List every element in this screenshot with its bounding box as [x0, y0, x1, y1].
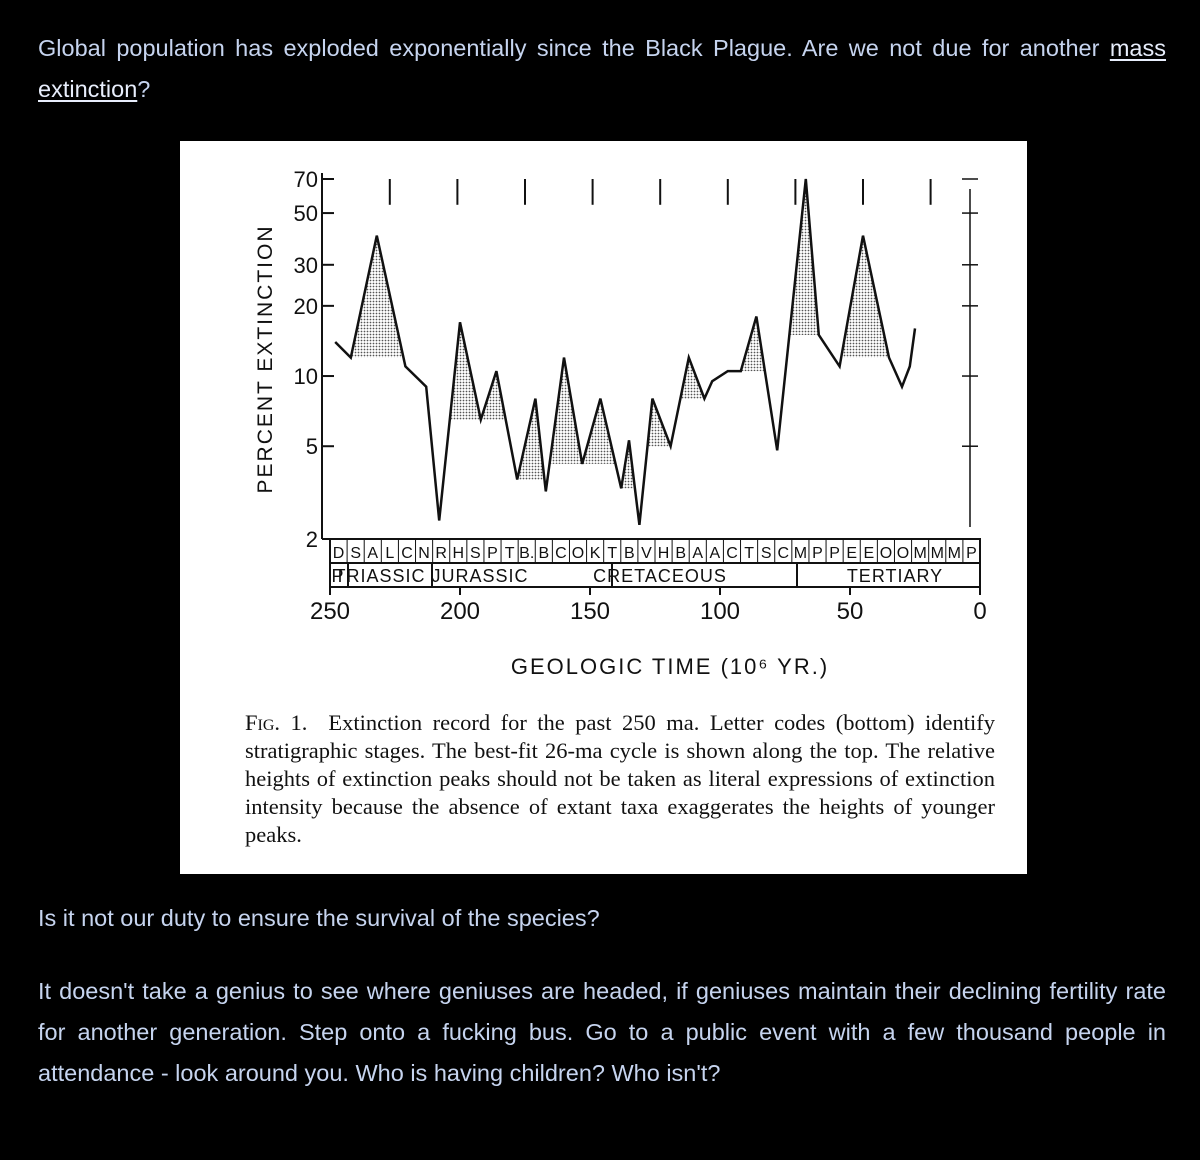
stage-code: A: [692, 545, 703, 562]
stage-code: M: [948, 545, 961, 562]
stage-code: S: [761, 545, 772, 562]
stage-code: B: [538, 545, 549, 562]
stage-code: A: [367, 545, 378, 562]
stage-code: O: [880, 545, 892, 562]
extinction-peak-shading: [841, 235, 889, 358]
period-label: JURASSIC: [431, 566, 528, 586]
stage-code: V: [641, 545, 652, 562]
stage-code: T: [505, 545, 515, 562]
stage-code: O: [572, 545, 584, 562]
stage-code: O: [897, 545, 909, 562]
stage-code: P: [966, 545, 977, 562]
extinction-peak-shading: [680, 357, 705, 399]
period-label: P: [331, 566, 344, 586]
post-paragraph-1: Global population has exploded exponenti…: [38, 28, 1166, 110]
stage-code: B: [675, 545, 686, 562]
y-tick-label: 30: [294, 253, 318, 278]
period-label: TERTIARY: [847, 566, 943, 586]
stage-code: N: [418, 545, 430, 562]
extinction-peak-shading: [621, 440, 635, 489]
stage-code: R: [435, 545, 447, 562]
y-tick-label: 10: [294, 364, 318, 389]
stage-code: P: [829, 545, 840, 562]
stage-code: H: [658, 545, 670, 562]
x-tick-label: 100: [700, 598, 740, 625]
x-tick-label: 200: [440, 598, 480, 625]
stage-code: L: [385, 545, 394, 562]
extinction-peak-shading: [740, 316, 765, 372]
period-row: [329, 562, 981, 588]
x-tick-label: 250: [310, 598, 350, 625]
x-tick-label: 0: [973, 598, 986, 625]
stage-code: S: [350, 545, 361, 562]
extinction-peak-shading: [549, 357, 583, 464]
stage-code: S: [470, 545, 481, 562]
post-text: ?: [137, 76, 151, 102]
period-label: CRETACEOUS: [593, 566, 727, 586]
extinction-peak-shading: [789, 179, 819, 335]
stage-code: T: [744, 545, 754, 562]
x-tick-label: 150: [570, 598, 610, 625]
extinction-peak-shading: [350, 235, 404, 358]
y-tick-label: 20: [294, 294, 318, 319]
stage-code: M: [794, 545, 807, 562]
extinction-figure: 2 5 10 20 30 50 70 PERCENT EXTINCTION D S A L C N R H S P…: [180, 141, 1027, 874]
post-paragraph-3: It doesn't take a genius to see where ge…: [38, 978, 1166, 1086]
stage-code: M: [931, 545, 944, 562]
stage-code: H: [453, 545, 465, 562]
y-tick-label: 2: [306, 527, 318, 552]
stage-code: C: [401, 545, 413, 562]
stage-code: D: [333, 545, 345, 562]
stage-code: B.: [519, 545, 534, 562]
stage-code: T: [607, 545, 617, 562]
period-label: TRIASSIC: [334, 566, 425, 586]
stage-code: A: [710, 545, 721, 562]
figure-caption: Fig. 1. Extinction record for the past 2…: [245, 709, 995, 849]
stage-code: C: [778, 545, 790, 562]
extinction-peak-shading: [480, 371, 506, 420]
y-tick-label: 50: [294, 201, 318, 226]
y-tick-label: 5: [306, 434, 318, 459]
stage-code: M: [913, 545, 926, 562]
stage-code: P: [812, 545, 823, 562]
stage-code: P: [487, 545, 498, 562]
stage-code: E: [846, 545, 857, 562]
y-tick-label: 70: [294, 167, 318, 192]
x-axis-title: GEOLOGIC TIME (10⁶ YR.): [511, 654, 829, 679]
stage-code: K: [590, 545, 601, 562]
stage-code: E: [863, 545, 874, 562]
y-axis-title: PERCENT EXTINCTION: [254, 225, 277, 494]
extinction-peak-shading: [582, 398, 616, 464]
x-tick-label: 50: [837, 598, 864, 625]
stage-code: B: [624, 545, 635, 562]
mass-extinction-link[interactable]: mass extinction: [38, 35, 1166, 102]
post-paragraph-2: Is it not our duty to ensure the surviva…: [38, 905, 600, 931]
caption-label: Fig. 1.: [245, 710, 308, 735]
stage-code: C: [726, 545, 738, 562]
post-text: Global population has exploded exponenti…: [38, 35, 1110, 61]
stage-code: C: [555, 545, 567, 562]
caption-text: Extinction record for the past 250 ma. L…: [245, 710, 996, 847]
